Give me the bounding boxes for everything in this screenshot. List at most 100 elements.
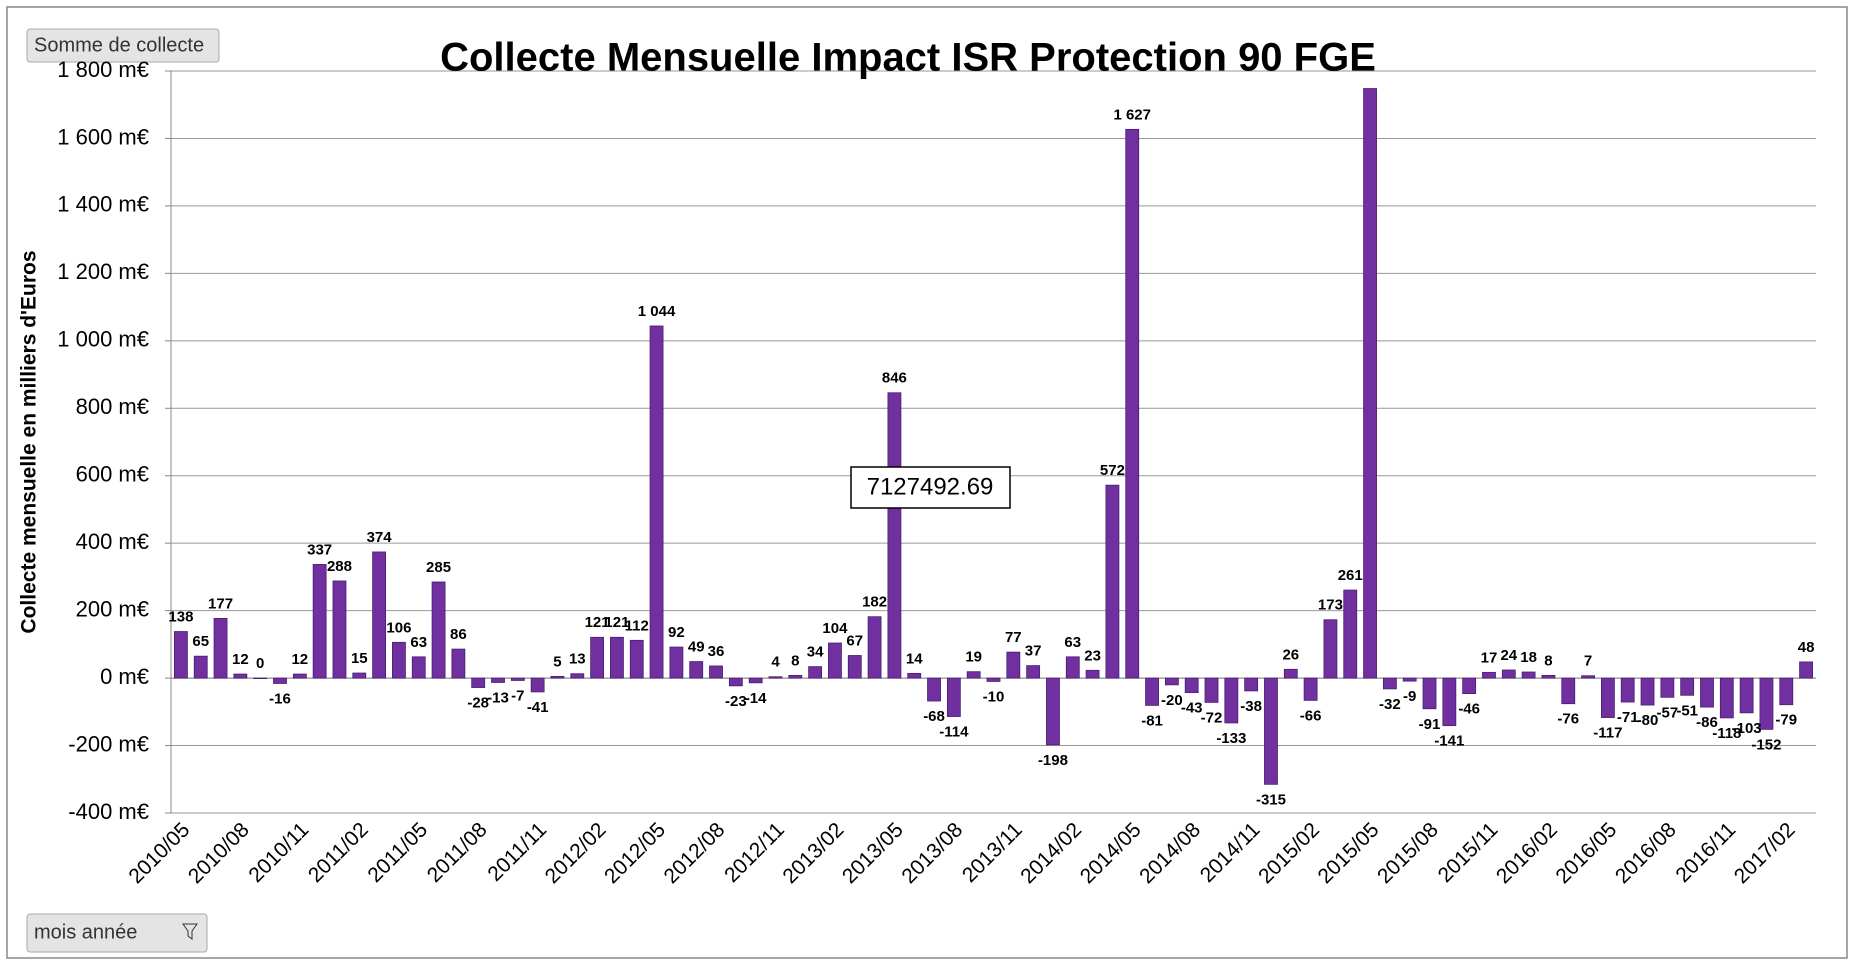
data-label: -46 bbox=[1458, 701, 1480, 718]
data-label: -57 bbox=[1657, 704, 1679, 721]
y-tick-label: 1 000 m€ bbox=[57, 327, 149, 352]
data-label: 34 bbox=[807, 644, 824, 661]
bar bbox=[1680, 677, 1695, 696]
data-label: 26 bbox=[1282, 646, 1299, 663]
y-tick-label: -200 m€ bbox=[68, 731, 149, 756]
data-label: 106 bbox=[386, 619, 411, 636]
bar bbox=[629, 639, 644, 679]
bar bbox=[748, 677, 763, 684]
bar bbox=[471, 677, 486, 688]
data-label: -80 bbox=[1637, 712, 1659, 729]
bar bbox=[1759, 677, 1774, 730]
bar bbox=[1600, 677, 1615, 718]
bar bbox=[1145, 677, 1159, 706]
bar bbox=[253, 677, 268, 679]
bar bbox=[510, 677, 525, 681]
data-label: -81 bbox=[1141, 712, 1163, 729]
bar bbox=[372, 551, 387, 679]
data-label: -152 bbox=[1751, 736, 1781, 753]
data-label: -20 bbox=[1161, 692, 1183, 709]
axis-button-text[interactable]: mois année bbox=[34, 921, 137, 943]
bar bbox=[1462, 677, 1477, 695]
bar bbox=[451, 648, 466, 679]
bar bbox=[1402, 677, 1417, 682]
data-label: -23 bbox=[725, 693, 747, 710]
data-label: 67 bbox=[846, 632, 863, 649]
bar bbox=[590, 636, 605, 679]
data-label: -198 bbox=[1038, 752, 1068, 769]
bar bbox=[550, 676, 565, 679]
bar bbox=[1482, 671, 1496, 679]
bar bbox=[1184, 677, 1199, 693]
bar bbox=[411, 656, 426, 679]
data-label: 36 bbox=[708, 643, 725, 660]
bar bbox=[847, 655, 862, 679]
data-label: 1 627 bbox=[1113, 106, 1151, 123]
bar bbox=[1264, 677, 1278, 785]
bar bbox=[1026, 665, 1041, 679]
data-label: -68 bbox=[923, 708, 945, 725]
bar bbox=[768, 676, 783, 679]
axis-button-box[interactable] bbox=[26, 913, 208, 953]
data-label: 8 bbox=[1544, 652, 1552, 669]
bar bbox=[887, 392, 902, 679]
data-label: -71 bbox=[1617, 709, 1639, 726]
bar bbox=[1125, 128, 1140, 679]
bar bbox=[174, 631, 188, 679]
y-tick-label: 400 m€ bbox=[76, 529, 149, 554]
data-label: -117 bbox=[1593, 725, 1622, 742]
data-label: -118 bbox=[1712, 725, 1741, 742]
bar bbox=[1422, 677, 1437, 710]
data-label: 15 bbox=[351, 650, 368, 667]
bar bbox=[1700, 677, 1714, 708]
data-label: 63 bbox=[1064, 634, 1081, 651]
y-tick-label: 1 800 m€ bbox=[57, 57, 149, 82]
data-label: 182 bbox=[862, 594, 887, 611]
data-label: -315 bbox=[1256, 791, 1286, 808]
bar bbox=[1046, 677, 1060, 746]
bar bbox=[1779, 677, 1794, 706]
data-label: 112 bbox=[625, 617, 649, 634]
data-label: 0 bbox=[256, 655, 264, 672]
data-label: 24 bbox=[1500, 647, 1517, 664]
data-label: 49 bbox=[688, 639, 705, 656]
data-label: -43 bbox=[1181, 700, 1203, 717]
bar bbox=[352, 672, 367, 679]
data-label: -114 bbox=[939, 724, 969, 741]
bar bbox=[1283, 668, 1298, 679]
filter-icon[interactable] bbox=[182, 923, 198, 940]
y-tick-label: 1 200 m€ bbox=[57, 259, 149, 284]
data-label: 121 bbox=[585, 614, 610, 631]
bar bbox=[1541, 674, 1556, 679]
y-tick-label: 1 600 m€ bbox=[57, 124, 149, 149]
data-label: 13 bbox=[569, 651, 586, 668]
data-label: 65 bbox=[192, 633, 209, 650]
bar bbox=[1739, 677, 1754, 714]
bar bbox=[530, 677, 545, 693]
field-button-text[interactable]: Somme de collecte bbox=[34, 34, 204, 56]
data-label: -133 bbox=[1216, 730, 1246, 747]
bar bbox=[1382, 677, 1397, 690]
field-button[interactable]: Somme de collecte bbox=[26, 28, 220, 63]
bar bbox=[1343, 589, 1358, 679]
data-label: 288 bbox=[327, 558, 352, 575]
data-label: 285 bbox=[426, 559, 451, 576]
data-label: 48 bbox=[1798, 639, 1815, 656]
bar bbox=[828, 642, 842, 679]
data-label: 14 bbox=[906, 650, 923, 667]
data-label: -13 bbox=[487, 689, 509, 706]
data-label: 173 bbox=[1318, 597, 1343, 614]
data-label: 77 bbox=[1005, 629, 1022, 646]
bar bbox=[808, 666, 823, 679]
field-button-box[interactable] bbox=[26, 28, 220, 63]
data-label: -141 bbox=[1434, 733, 1464, 750]
data-label: -72 bbox=[1201, 709, 1223, 726]
axis-button[interactable]: mois année bbox=[26, 913, 208, 953]
bar bbox=[1303, 677, 1318, 701]
data-label: 104 bbox=[822, 620, 848, 637]
data-label: 572 bbox=[1100, 462, 1125, 479]
bar bbox=[1521, 671, 1536, 679]
data-label: -51 bbox=[1676, 702, 1698, 719]
data-label: 8 bbox=[791, 652, 799, 669]
